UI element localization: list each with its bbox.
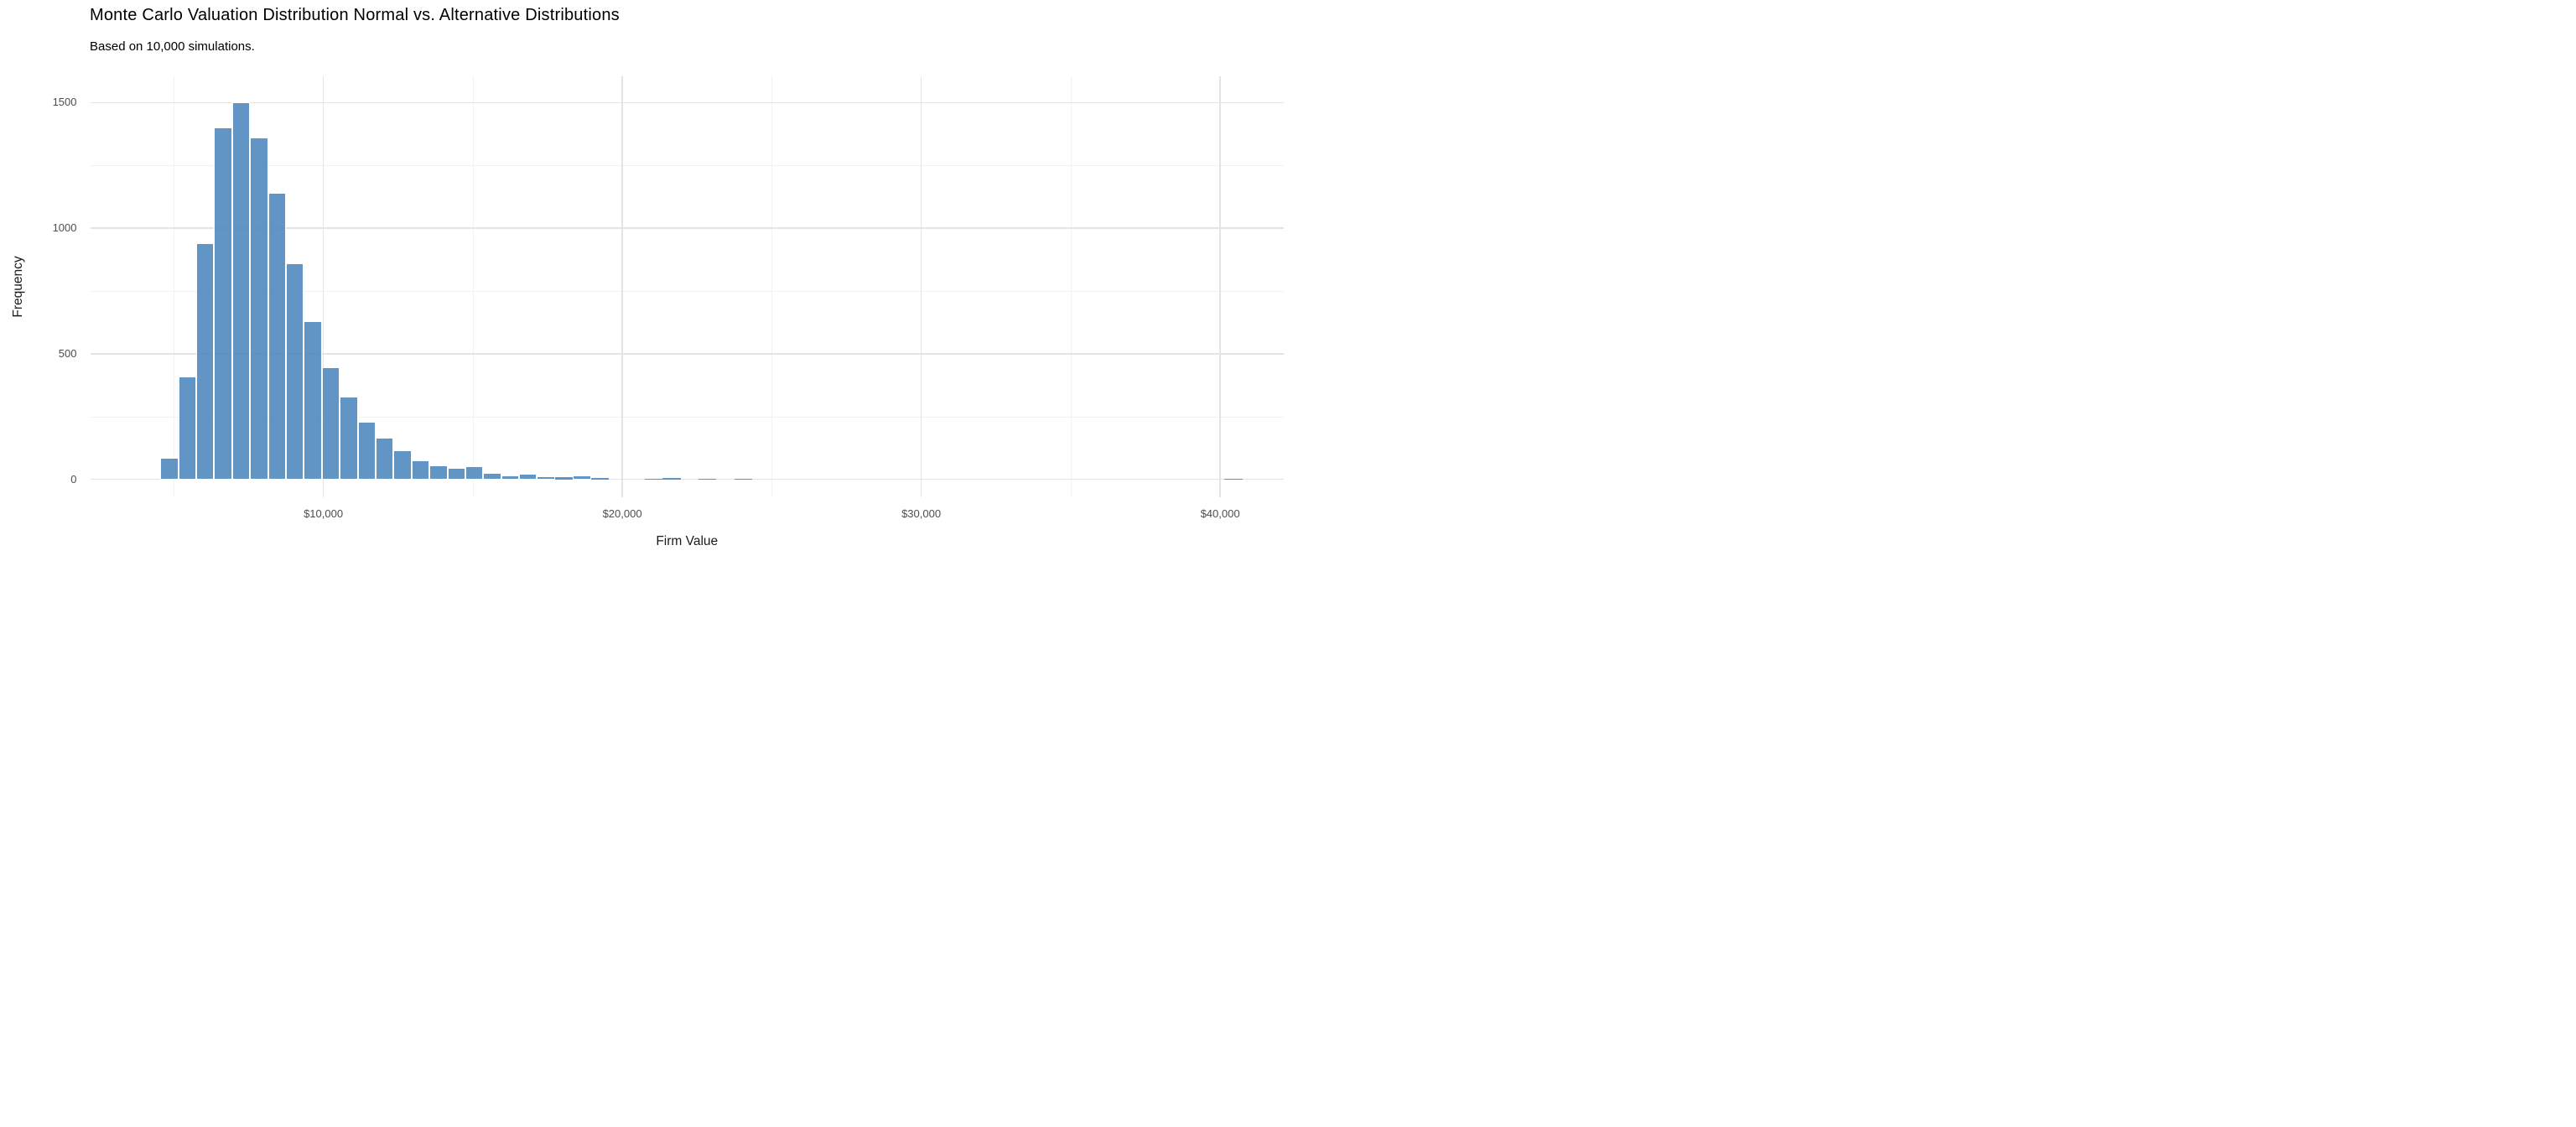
histogram-bar xyxy=(393,450,412,480)
x-axis-title: Firm Value xyxy=(656,533,719,548)
gridline-y-major xyxy=(90,353,1284,355)
histogram-bar xyxy=(375,438,394,480)
histogram-bar xyxy=(340,396,358,480)
histogram-bar xyxy=(160,458,179,480)
y-tick-label: 500 xyxy=(58,346,77,360)
monte-carlo-histogram-chart: Monte Carlo Valuation Distribution Norma… xyxy=(0,0,1288,564)
x-tick-label: $20,000 xyxy=(602,506,642,520)
gridline-y-major xyxy=(90,478,1284,480)
histogram-bar xyxy=(231,102,251,480)
histogram-bar xyxy=(214,127,232,480)
histogram-bar xyxy=(501,475,520,480)
histogram-bar xyxy=(698,478,717,480)
histogram-bar xyxy=(519,473,538,480)
histogram-bar xyxy=(590,477,609,480)
histogram-bar xyxy=(429,465,448,480)
histogram-bar xyxy=(321,367,340,480)
y-tick-label: 1000 xyxy=(52,221,77,235)
x-tick-label: $30,000 xyxy=(901,506,942,520)
histogram-bar xyxy=(537,476,555,480)
histogram-bar xyxy=(286,263,304,480)
gridline-y-major xyxy=(90,101,1284,104)
y-tick-label: 1500 xyxy=(52,96,77,109)
y-tick-label: 0 xyxy=(70,472,77,486)
gridline-y-major xyxy=(90,227,1284,229)
gridline-y-minor xyxy=(90,416,1284,418)
histogram-bar xyxy=(196,243,215,480)
histogram-bar xyxy=(357,421,376,480)
gridline-x-minor xyxy=(472,76,474,497)
histogram-bar xyxy=(662,478,681,480)
chart-title: Monte Carlo Valuation Distribution Norma… xyxy=(90,6,620,24)
gridline-x-major xyxy=(322,76,325,497)
histogram-bar xyxy=(178,376,197,480)
histogram-bar xyxy=(250,138,268,480)
y-axis-title: Frequency xyxy=(11,256,25,318)
x-tick-label: $40,000 xyxy=(1200,506,1240,520)
gridline-x-major xyxy=(920,76,922,497)
histogram-bar xyxy=(304,320,322,480)
gridline-x-major xyxy=(621,76,623,497)
gridline-x-minor xyxy=(771,76,773,497)
histogram-bar xyxy=(267,193,286,480)
histogram-bar xyxy=(573,475,591,480)
histogram-bar xyxy=(447,468,465,480)
gridline-x-major xyxy=(1219,76,1221,497)
histogram-bar xyxy=(554,476,574,480)
histogram-bar xyxy=(483,473,501,480)
gridline-y-minor xyxy=(90,290,1284,292)
chart-subtitle: Based on 10,000 simulations. xyxy=(90,39,255,54)
plot-panel xyxy=(90,76,1284,497)
gridline-x-minor xyxy=(1070,76,1072,497)
gridline-y-minor xyxy=(90,165,1284,167)
x-tick-label: $10,000 xyxy=(304,506,344,520)
histogram-bar xyxy=(411,460,430,480)
histogram-bar xyxy=(465,465,484,480)
